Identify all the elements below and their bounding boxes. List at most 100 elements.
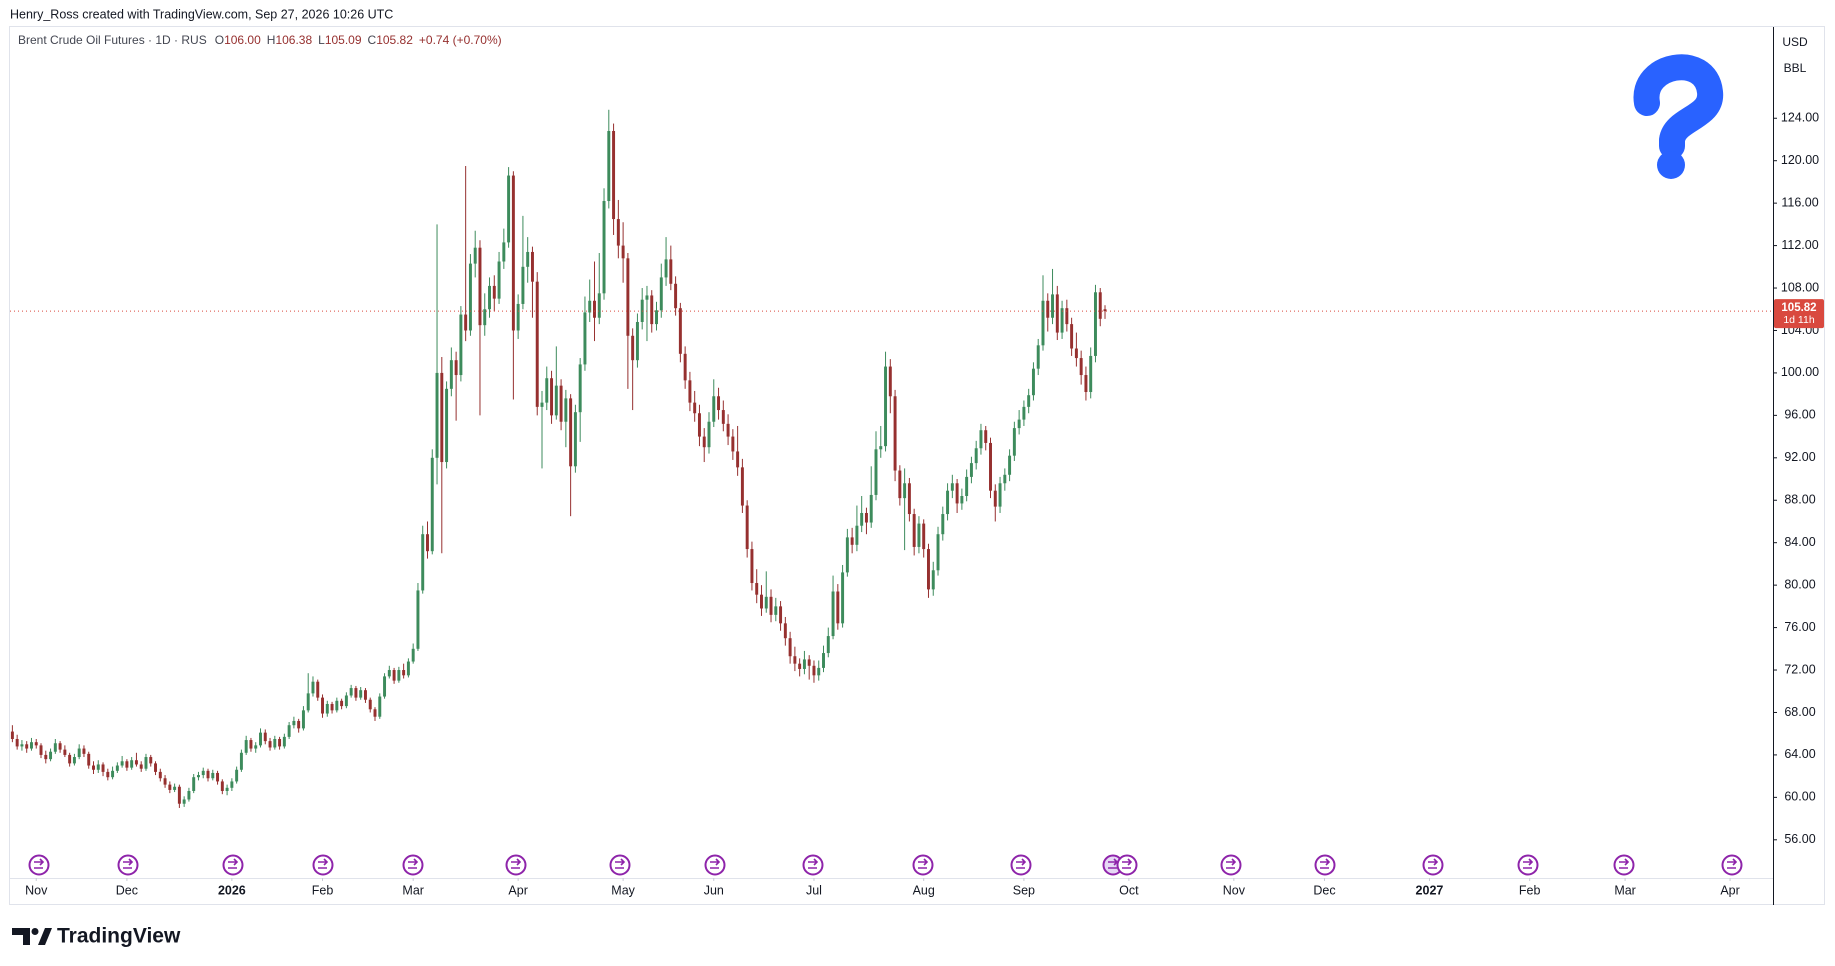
candle-body bbox=[607, 130, 611, 202]
logo-mark-dot bbox=[31, 928, 39, 935]
question-mark-dot bbox=[1657, 151, 1685, 179]
candle-body bbox=[869, 494, 873, 523]
candle-body bbox=[626, 258, 630, 336]
candle-body bbox=[44, 754, 48, 760]
candle-body bbox=[220, 781, 224, 791]
candle-body bbox=[297, 720, 301, 729]
candle-body bbox=[330, 703, 334, 711]
candle-body bbox=[764, 596, 768, 609]
candle-body bbox=[10, 731, 14, 739]
candle-body bbox=[383, 676, 387, 697]
candle-body bbox=[845, 537, 849, 573]
candle-body bbox=[211, 772, 215, 779]
candle-body bbox=[745, 505, 749, 550]
candle-body bbox=[306, 693, 310, 711]
candle-body bbox=[678, 308, 682, 354]
event-icon-ring bbox=[1220, 854, 1242, 876]
ohlc-value: 106.38 bbox=[275, 33, 312, 47]
candle-body bbox=[989, 442, 992, 491]
event-icon-arrow bbox=[1016, 858, 1027, 869]
candle-body bbox=[812, 665, 816, 676]
candle-body bbox=[144, 757, 148, 769]
candle-body bbox=[354, 688, 358, 698]
candle-body bbox=[779, 606, 783, 624]
candle-body bbox=[397, 670, 401, 681]
candle-body bbox=[1051, 294, 1055, 318]
event-icon bbox=[1010, 854, 1032, 876]
candle-body bbox=[106, 771, 110, 778]
candle-body bbox=[125, 761, 129, 768]
candle-body bbox=[669, 259, 673, 284]
candle-body bbox=[149, 757, 153, 764]
x-tick-label: Feb bbox=[312, 883, 334, 897]
candle-body bbox=[693, 402, 697, 414]
event-icon-ring bbox=[28, 854, 50, 876]
candle-body bbox=[631, 335, 635, 361]
candle-body bbox=[72, 757, 76, 764]
candle-body bbox=[898, 470, 902, 499]
candle-body bbox=[301, 710, 305, 729]
candle-body bbox=[344, 695, 348, 707]
candle-body bbox=[597, 293, 601, 318]
candle-body bbox=[421, 534, 425, 591]
candle-body bbox=[363, 690, 367, 700]
event-icon-arrow bbox=[1523, 858, 1534, 869]
event-icon-arrow bbox=[228, 858, 239, 869]
y-tick-label: 84.00 bbox=[1784, 535, 1815, 549]
event-icon bbox=[28, 854, 50, 876]
event-icon-arrow bbox=[318, 858, 329, 869]
candle-body bbox=[955, 483, 959, 504]
candle-body bbox=[454, 360, 458, 376]
event-icon bbox=[222, 854, 244, 876]
candle-body bbox=[807, 659, 811, 666]
event-icon bbox=[912, 854, 934, 876]
x-tick-label: Oct bbox=[1119, 883, 1139, 897]
x-tick-label: Jul bbox=[806, 883, 822, 897]
event-icon bbox=[1721, 854, 1743, 876]
candle-body bbox=[783, 623, 787, 639]
y-tick-label: 120.00 bbox=[1781, 153, 1819, 167]
candle-body bbox=[359, 690, 363, 698]
candle-body bbox=[373, 709, 377, 717]
y-tick-label: 80.00 bbox=[1784, 577, 1815, 591]
candle-body bbox=[1079, 358, 1083, 376]
event-icon-ring bbox=[1721, 854, 1743, 876]
candle-body bbox=[29, 742, 33, 749]
candle-body bbox=[468, 263, 472, 331]
candle-body bbox=[822, 653, 825, 668]
candle-body bbox=[502, 242, 506, 262]
candle-body bbox=[855, 525, 859, 545]
candle-body bbox=[63, 749, 67, 755]
question-mark-icon bbox=[1633, 54, 1723, 179]
candle-body bbox=[740, 467, 744, 506]
event-icon-arrow bbox=[1226, 858, 1237, 869]
candle-body bbox=[426, 534, 429, 552]
candle-body bbox=[206, 770, 210, 779]
x-tick-label: May bbox=[611, 883, 635, 897]
candle-body bbox=[674, 283, 678, 309]
candle-body bbox=[311, 681, 315, 694]
candle-body bbox=[697, 413, 701, 437]
candle-body bbox=[406, 661, 410, 676]
candle-body bbox=[874, 449, 878, 495]
candle-body bbox=[449, 360, 453, 389]
event-icon-ring bbox=[609, 854, 631, 876]
candle-body bbox=[521, 266, 525, 304]
candle-body bbox=[645, 295, 649, 300]
candle-body bbox=[798, 663, 802, 669]
event-icon bbox=[117, 854, 139, 876]
candle-body bbox=[788, 638, 792, 657]
candle-body bbox=[516, 303, 520, 331]
ohlc-value: 106.00 bbox=[224, 33, 261, 47]
candle-body bbox=[717, 396, 721, 411]
candle-body bbox=[287, 725, 291, 737]
candle-body bbox=[993, 490, 997, 507]
candle-body bbox=[492, 285, 496, 299]
x-tick-label: Sep bbox=[1013, 883, 1035, 897]
candle-body bbox=[268, 741, 272, 748]
candle-body bbox=[507, 175, 511, 243]
candle-body bbox=[1003, 474, 1007, 484]
event-icon bbox=[704, 854, 726, 876]
candle-body bbox=[416, 590, 420, 649]
